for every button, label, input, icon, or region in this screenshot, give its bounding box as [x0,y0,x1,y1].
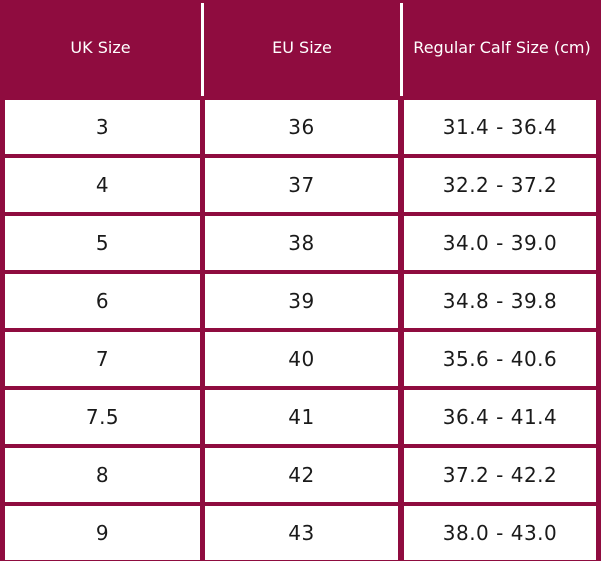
calf-size-cell: 37.2 - 42.2 [404,448,596,502]
uk-size-cell: 7 [5,332,200,386]
header-calf-size: Regular Calf Size (cm) [413,38,591,57]
table-row: 6 39 34.8 - 39.8 [0,274,601,328]
eu-size-cell: 39 [205,274,398,328]
eu-size-cell: 37 [205,158,398,212]
eu-size-cell: 41 [205,390,398,444]
table-row: 3 36 31.4 - 36.4 [0,100,601,154]
uk-size-cell: 6 [5,274,200,328]
calf-size-cell: 32.2 - 37.2 [404,158,596,212]
header-divider [400,3,403,96]
calf-size-cell: 34.8 - 39.8 [404,274,596,328]
calf-size-cell: 36.4 - 41.4 [404,390,596,444]
header-eu-size: EU Size [272,38,332,57]
uk-size-cell: 5 [5,216,200,270]
table-header-row: UK Size EU Size Regular Calf Size (cm) [0,0,601,96]
header-divider [201,3,204,96]
uk-size-cell: 9 [5,506,200,560]
table-row: 5 38 34.0 - 39.0 [0,216,601,270]
uk-size-cell: 3 [5,100,200,154]
table-row: 8 42 37.2 - 42.2 [0,448,601,502]
eu-size-cell: 40 [205,332,398,386]
table-row: 7 40 35.6 - 40.6 [0,332,601,386]
eu-size-cell: 38 [205,216,398,270]
eu-size-cell: 43 [205,506,398,560]
uk-size-cell: 8 [5,448,200,502]
calf-size-cell: 38.0 - 43.0 [404,506,596,560]
uk-size-cell: 7.5 [5,390,200,444]
uk-size-cell: 4 [5,158,200,212]
table-row: 9 43 38.0 - 43.0 [0,506,601,560]
calf-size-cell: 31.4 - 36.4 [404,100,596,154]
table-row: 7.5 41 36.4 - 41.4 [0,390,601,444]
eu-size-cell: 42 [205,448,398,502]
calf-size-cell: 35.6 - 40.6 [404,332,596,386]
table-row: 4 37 32.2 - 37.2 [0,158,601,212]
eu-size-cell: 36 [205,100,398,154]
calf-size-cell: 34.0 - 39.0 [404,216,596,270]
header-uk-size: UK Size [70,38,131,57]
